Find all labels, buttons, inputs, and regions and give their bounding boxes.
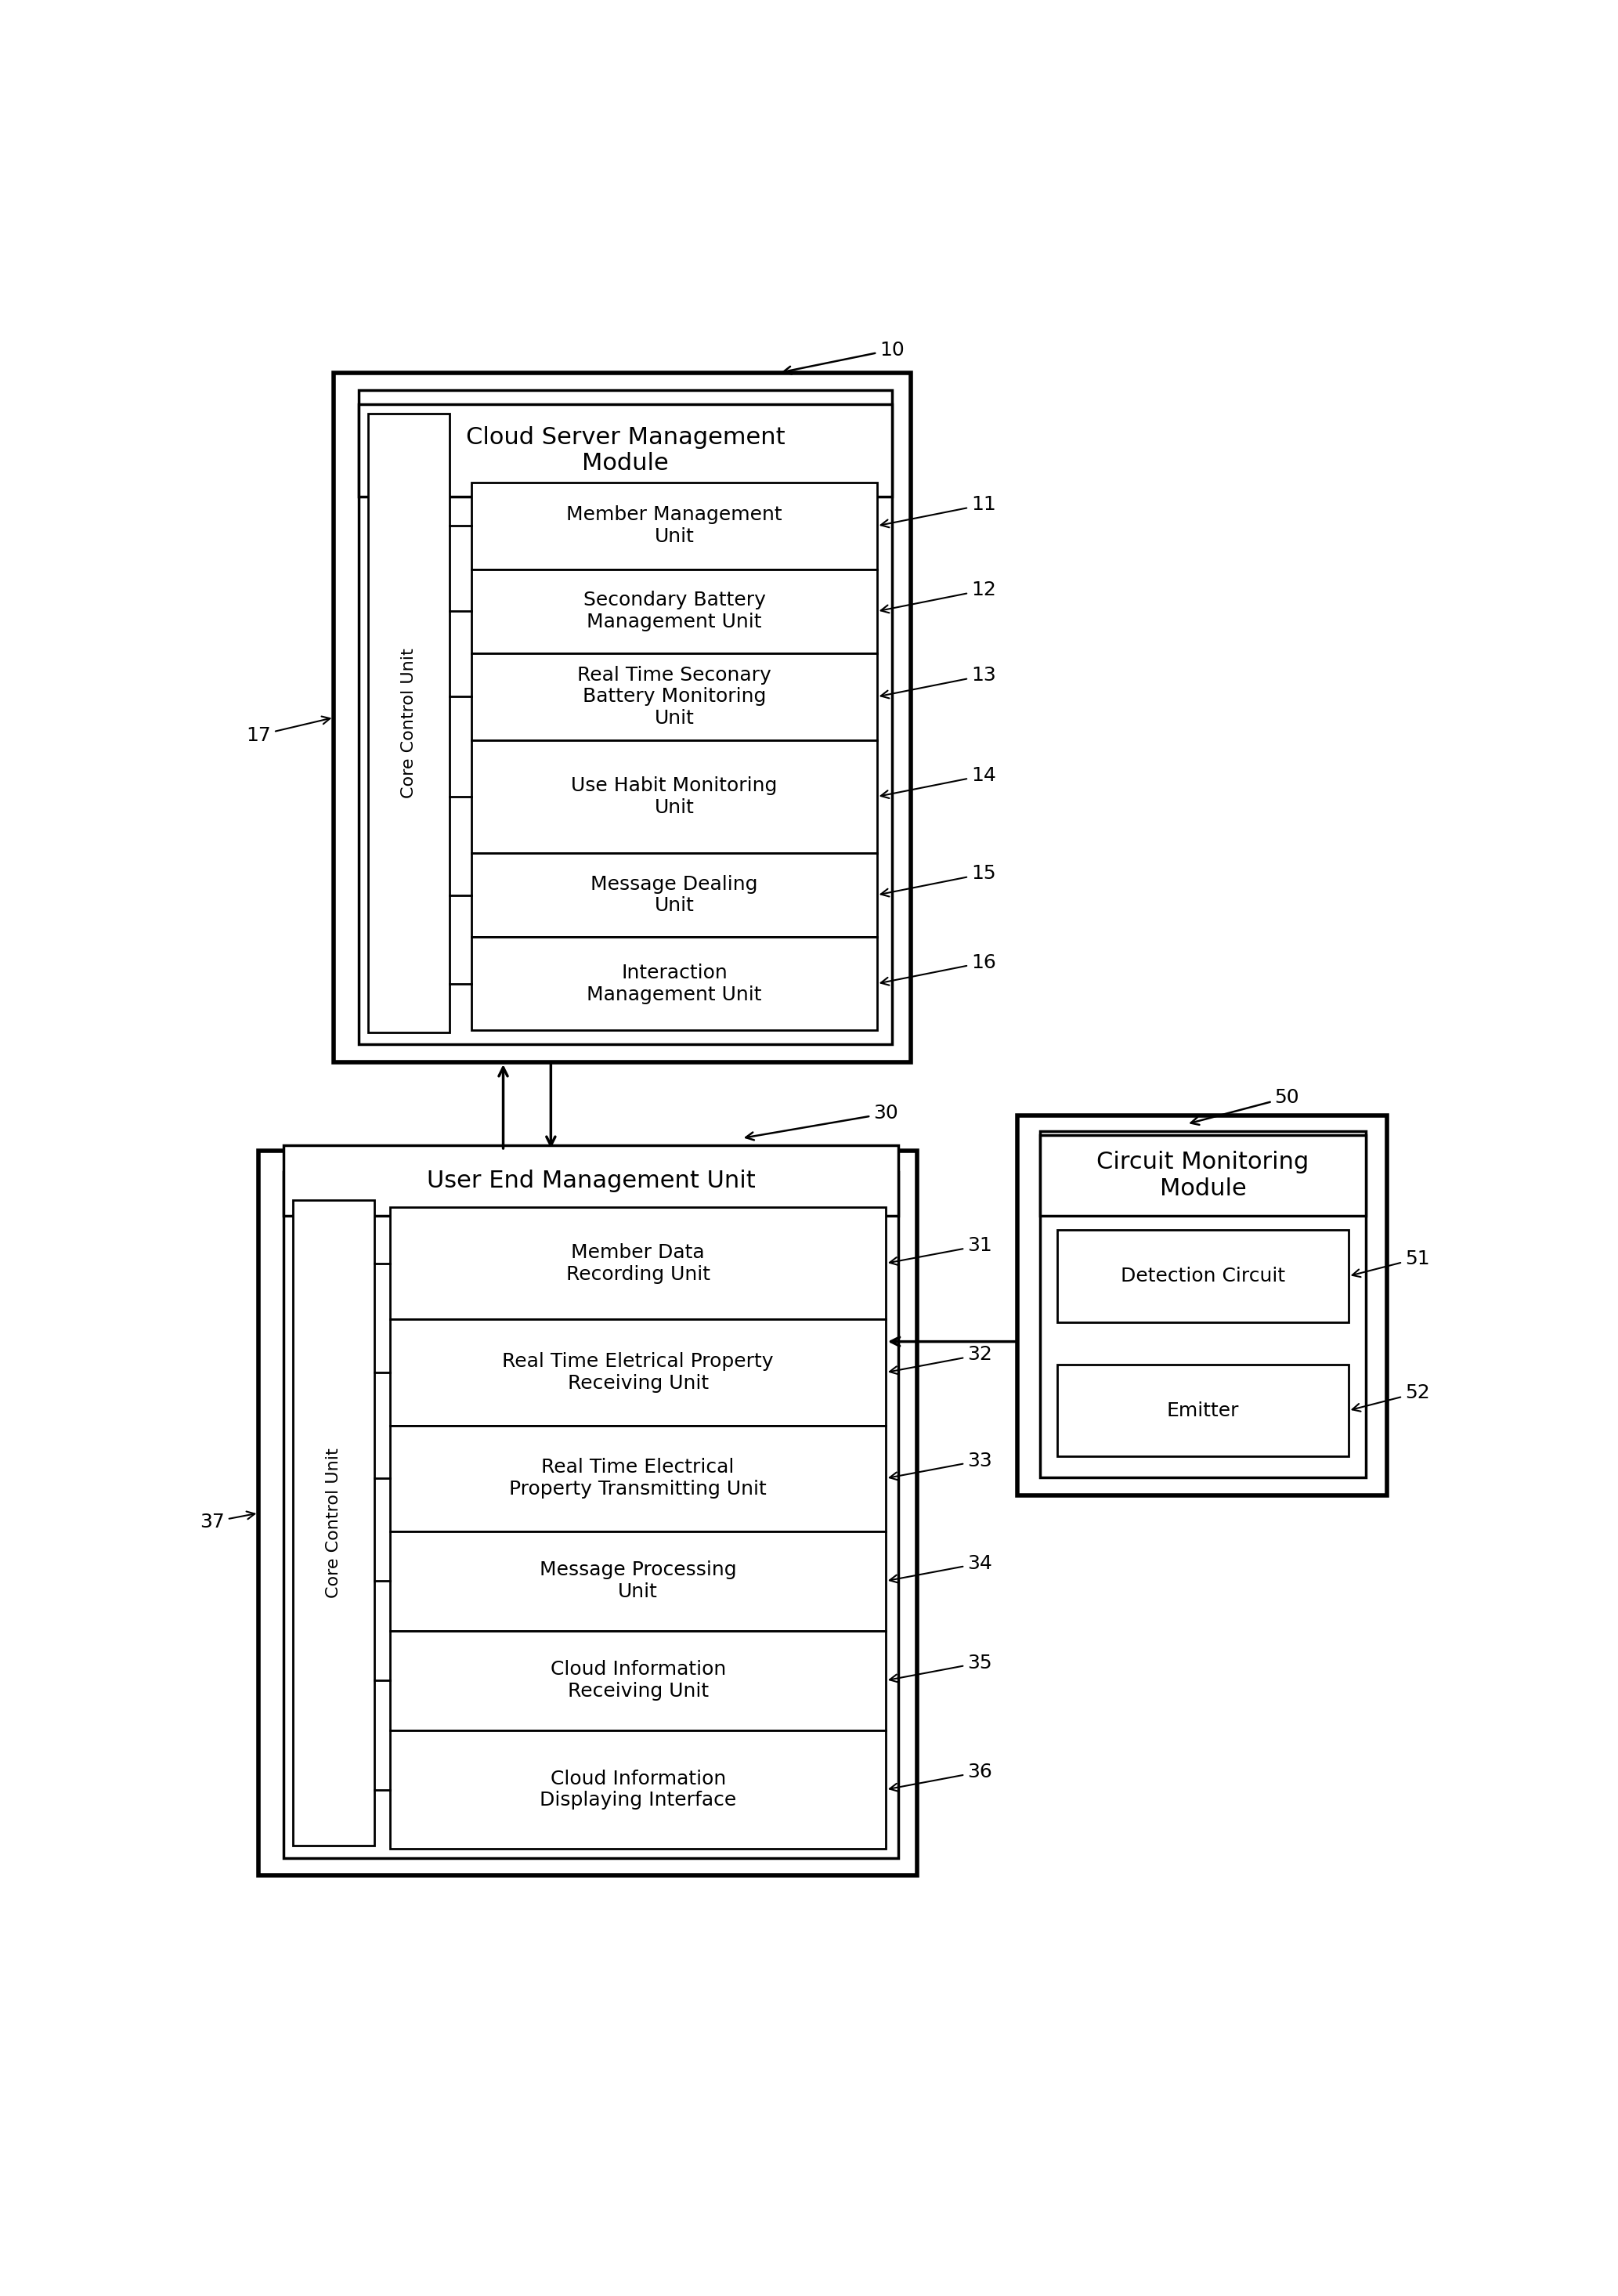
Bar (359, 404, 892, 496)
Text: Real Time Seconary
Battery Monitoring
Unit: Real Time Seconary Battery Monitoring Un… (578, 666, 772, 728)
Bar (333, 372, 911, 1063)
Text: Use Habit Monitoring
Unit: Use Habit Monitoring Unit (571, 776, 778, 817)
Bar (472, 569, 877, 654)
Bar (1040, 1134, 1366, 1217)
Bar (390, 1208, 885, 1320)
Text: 33: 33 (890, 1451, 992, 1481)
Bar (390, 1426, 885, 1531)
Text: Cloud Server Management
Module: Cloud Server Management Module (466, 427, 785, 475)
Text: 52: 52 (1353, 1384, 1430, 1412)
Text: Cloud Information
Displaying Interface: Cloud Information Displaying Interface (540, 1770, 736, 1809)
Text: Real Time Electrical
Property Transmitting Unit: Real Time Electrical Property Transmitti… (510, 1458, 767, 1499)
Text: 35: 35 (890, 1653, 992, 1683)
Bar (359, 390, 892, 1045)
Bar (472, 854, 877, 937)
Text: 13: 13 (880, 666, 995, 698)
Text: 14: 14 (880, 767, 997, 799)
Bar (1058, 1231, 1348, 1322)
Bar (293, 1201, 374, 1846)
Bar (472, 739, 877, 854)
Text: 51: 51 (1353, 1249, 1430, 1277)
Bar (283, 1146, 898, 1217)
Bar (472, 937, 877, 1031)
Text: Interaction
Management Unit: Interaction Management Unit (587, 964, 762, 1003)
Text: Detection Circuit: Detection Circuit (1121, 1267, 1285, 1286)
Text: 16: 16 (880, 953, 997, 985)
Bar (390, 1531, 885, 1630)
Text: 17: 17 (246, 716, 330, 744)
Text: Core Control Unit: Core Control Unit (325, 1449, 341, 1598)
Bar (367, 413, 450, 1033)
Bar (1040, 1132, 1366, 1479)
Bar (472, 654, 877, 739)
Bar (390, 1320, 885, 1426)
Text: 50: 50 (1191, 1088, 1299, 1125)
Text: 10: 10 (783, 340, 904, 374)
Bar (283, 1171, 898, 1857)
Bar (390, 1630, 885, 1731)
Text: Message Dealing
Unit: Message Dealing Unit (591, 875, 757, 916)
Text: Core Control Unit: Core Control Unit (401, 647, 416, 799)
Text: Emitter: Emitter (1167, 1401, 1239, 1419)
Text: 11: 11 (880, 496, 995, 528)
Bar (1018, 1116, 1387, 1495)
Text: Secondary Battery
Management Unit: Secondary Battery Management Unit (582, 590, 765, 631)
Text: Real Time Eletrical Property
Receiving Unit: Real Time Eletrical Property Receiving U… (502, 1352, 773, 1394)
Text: 15: 15 (880, 863, 995, 895)
Bar (472, 482, 877, 569)
Text: User End Management Unit: User End Management Unit (427, 1169, 756, 1192)
Bar (390, 1731, 885, 1848)
Text: Member Data
Recording Unit: Member Data Recording Unit (566, 1242, 710, 1283)
Text: 30: 30 (746, 1104, 898, 1141)
Text: Message Processing
Unit: Message Processing Unit (539, 1561, 736, 1600)
Bar (1058, 1364, 1348, 1456)
Text: 31: 31 (890, 1235, 992, 1265)
Text: 32: 32 (890, 1345, 992, 1373)
Text: Member Management
Unit: Member Management Unit (566, 505, 781, 546)
Text: 12: 12 (880, 581, 997, 613)
Text: 34: 34 (890, 1554, 992, 1582)
Text: Cloud Information
Receiving Unit: Cloud Information Receiving Unit (550, 1660, 726, 1701)
Text: 36: 36 (890, 1763, 992, 1791)
Text: Circuit Monitoring
Module: Circuit Monitoring Module (1097, 1150, 1309, 1201)
Bar (259, 1150, 917, 1876)
Text: 37: 37 (201, 1511, 254, 1531)
